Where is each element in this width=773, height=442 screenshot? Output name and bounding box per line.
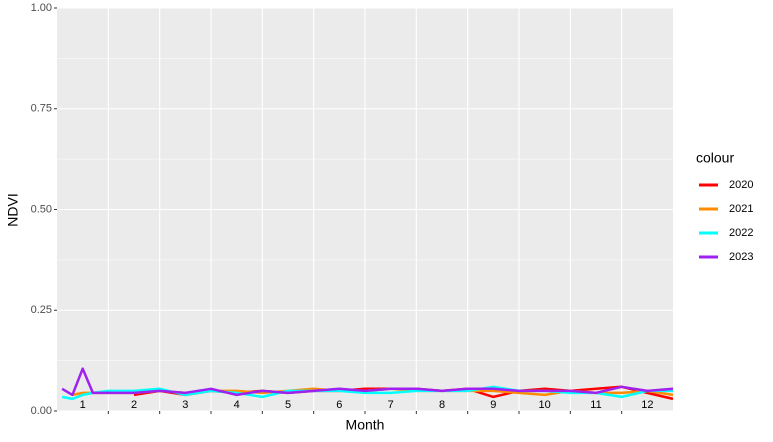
series-line — [61, 385, 673, 401]
x-tick-label: 12 — [641, 399, 653, 411]
y-tick-label: 0.50 — [31, 203, 52, 215]
legend-label: 2022 — [729, 227, 753, 239]
series-line — [61, 367, 674, 397]
y-tick-label: 0.75 — [31, 103, 52, 115]
x-tick-label: 2 — [131, 399, 137, 411]
x-tick-label: 3 — [182, 399, 188, 411]
x-tick-label: 1 — [80, 399, 86, 411]
x-tick-label: 11 — [590, 399, 601, 411]
legend-label: 2021 — [729, 203, 753, 215]
y-axis-title: NDVI — [5, 193, 21, 226]
x-tick-label: 10 — [539, 399, 551, 411]
legend-label: 2023 — [729, 251, 753, 263]
x-tick-label: 8 — [439, 399, 445, 411]
y-tick-label: 0.25 — [31, 304, 52, 316]
x-tick-label: 9 — [490, 399, 496, 411]
y-tick-label: 1.00 — [31, 2, 52, 14]
legend-title: colour — [696, 150, 734, 166]
x-tick-label: 6 — [336, 399, 342, 411]
y-tick-label: 0.00 — [31, 405, 52, 417]
x-axis-title: Month — [346, 417, 385, 433]
lines — [61, 367, 674, 401]
grid — [57, 7, 673, 412]
x-tick-label: 5 — [285, 399, 291, 411]
x-tick-label: 4 — [234, 399, 240, 411]
legend-label: 2020 — [729, 179, 753, 191]
x-tick-label: 7 — [388, 399, 394, 411]
